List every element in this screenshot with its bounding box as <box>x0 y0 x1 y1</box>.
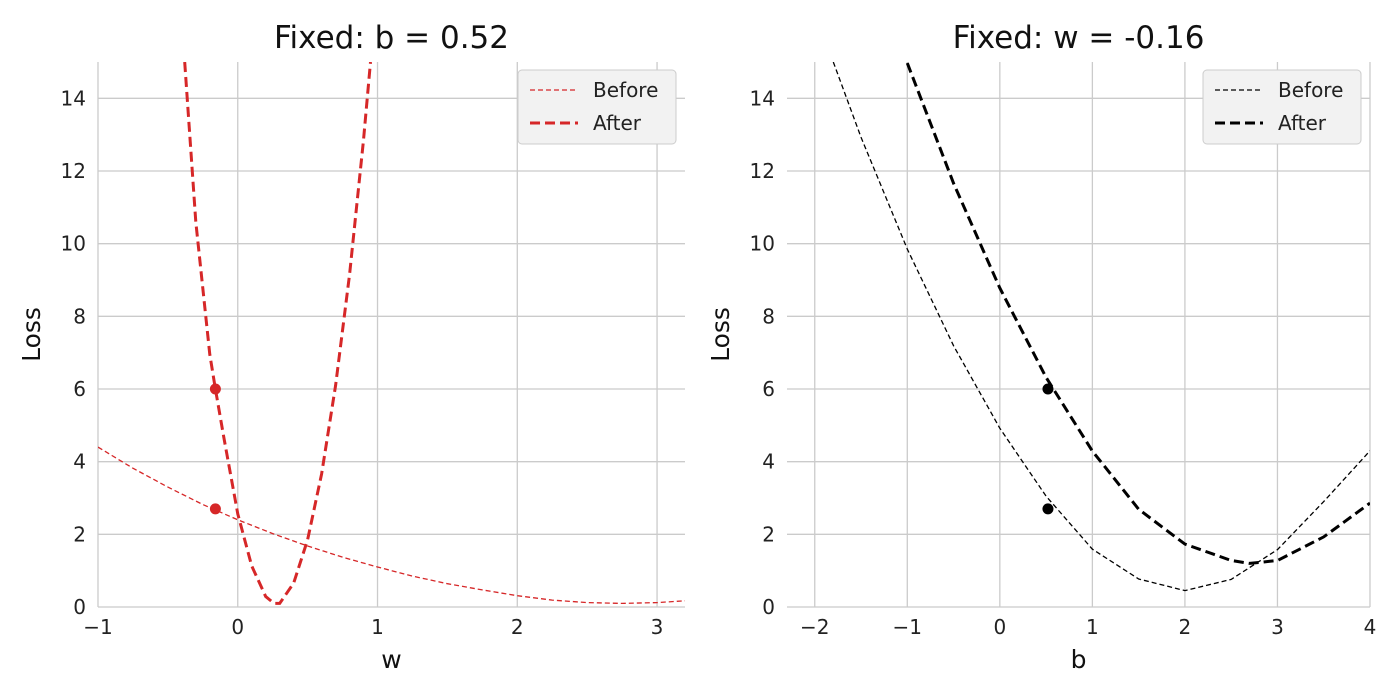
x-tick-label: 1 <box>371 615 384 639</box>
y-tick-label: 4 <box>762 450 775 474</box>
data-point <box>209 383 221 395</box>
y-tick-label: 4 <box>73 450 86 474</box>
x-tick-label: −1 <box>893 615 922 639</box>
y-axis-label: Loss <box>17 307 46 362</box>
y-tick-label: 0 <box>73 595 86 619</box>
x-tick-label: 0 <box>231 615 244 639</box>
y-tick-label: 12 <box>61 159 86 183</box>
x-axis-label: w <box>381 645 401 674</box>
chart-title: Fixed: b = 0.52 <box>274 20 509 56</box>
legend-label-after: After <box>593 111 642 135</box>
y-tick-label: 10 <box>750 232 775 256</box>
y-tick-label: 10 <box>61 232 86 256</box>
legend-label-before: Before <box>593 78 658 102</box>
y-tick-label: 12 <box>750 159 775 183</box>
data-point <box>1042 503 1054 515</box>
data-point <box>209 503 221 515</box>
x-tick-label: 3 <box>651 615 664 639</box>
legend-box <box>517 69 677 145</box>
legend: Before After <box>517 69 677 145</box>
y-tick-label: 6 <box>73 377 86 401</box>
series-line-before <box>98 446 685 605</box>
chart-title: Fixed: w = -0.16 <box>953 20 1205 56</box>
y-tick-label: 8 <box>73 304 86 328</box>
grid <box>787 62 1371 608</box>
y-tick-label: 2 <box>762 522 775 546</box>
x-axis-label: b <box>1071 645 1087 674</box>
series-line-after <box>183 62 372 605</box>
legend: Before After <box>1202 69 1362 145</box>
legend-label-before: Before <box>1278 78 1343 102</box>
y-tick-label: 14 <box>61 86 86 110</box>
y-tick-label: 8 <box>762 304 775 328</box>
y-tick-label: 6 <box>762 377 775 401</box>
series-line-after <box>905 62 1370 565</box>
x-tick-label: 0 <box>993 615 1006 639</box>
x-tick-label: 2 <box>511 615 524 639</box>
y-axis-label: Loss <box>706 307 735 362</box>
data-point <box>1042 383 1054 395</box>
series-line-before <box>832 62 1370 592</box>
x-tick-label: 2 <box>1179 615 1192 639</box>
legend-box <box>1202 69 1362 145</box>
y-tick-label: 2 <box>73 522 86 546</box>
x-tick-label: 4 <box>1364 615 1377 639</box>
x-tick-label: −1 <box>83 615 112 639</box>
x-tick-label: 3 <box>1271 615 1284 639</box>
y-tick-label: 0 <box>762 595 775 619</box>
y-tick-label: 14 <box>750 86 775 110</box>
x-tick-label: 1 <box>1086 615 1099 639</box>
legend-label-after: After <box>1278 111 1327 135</box>
x-tick-label: −2 <box>800 615 829 639</box>
